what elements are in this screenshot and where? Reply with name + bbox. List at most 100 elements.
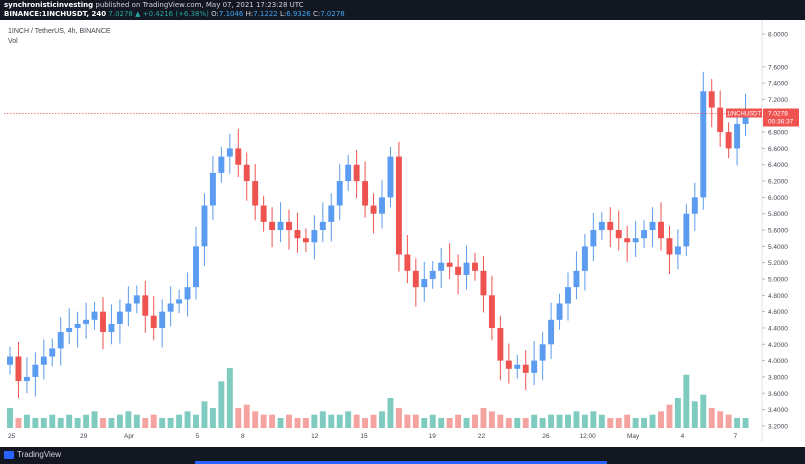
y-tick-label: 7.6000: [768, 64, 788, 71]
candle-body: [184, 287, 191, 300]
candle-body: [353, 164, 360, 182]
close-label: C:: [312, 10, 321, 18]
candle-body: [370, 205, 377, 214]
candle-body: [218, 156, 225, 173]
y-tick-label: 6.4000: [768, 162, 788, 169]
y-tick-label: 6.6000: [768, 146, 788, 153]
volume-bar: [252, 411, 259, 428]
x-tick-label: 15: [360, 433, 368, 440]
volume-bar: [201, 401, 208, 428]
candle-body: [700, 91, 707, 198]
y-tick-label: 3.4000: [768, 407, 788, 414]
tradingview-icon: [4, 450, 14, 459]
candle-body: [387, 156, 394, 198]
volume-bar: [336, 414, 343, 428]
candle-body: [404, 254, 411, 271]
price-tag-countdown: 00:36:37: [768, 119, 794, 126]
volume-bar: [691, 401, 698, 428]
candle-body: [235, 148, 242, 165]
candle-body: [286, 221, 292, 231]
volume-bar: [7, 408, 13, 428]
candle-body: [311, 230, 318, 243]
volume-bar: [23, 414, 30, 428]
candle-body: [167, 303, 174, 312]
volume-bar: [159, 418, 166, 428]
volume-bar: [235, 408, 242, 428]
y-tick-label: 5.4000: [768, 244, 788, 251]
volume-bar: [539, 418, 546, 428]
candle-body: [66, 327, 73, 333]
symbol-tag-label: 1INCHUSDT: [727, 112, 762, 118]
y-tick-label: 3.6000: [768, 391, 788, 398]
x-tick-label: 25: [8, 433, 16, 440]
volume-bar: [353, 414, 360, 428]
tradingview-logo[interactable]: TradingView: [4, 450, 61, 459]
y-tick-label: 3.8000: [768, 374, 788, 381]
candle-body: [328, 205, 335, 222]
volume-bar: [742, 418, 749, 428]
volume-bar: [57, 418, 64, 428]
candle-body: [666, 238, 673, 255]
price-tag-bg: [763, 108, 799, 127]
bottom-bar: TradingView: [0, 447, 805, 464]
candle-body: [438, 262, 445, 271]
volume-bar: [142, 418, 149, 428]
publisher-name[interactable]: synchronisticinvesting: [4, 1, 94, 9]
candle-body: [49, 348, 56, 357]
candle-body: [260, 205, 267, 222]
volume-bar: [108, 418, 115, 428]
y-tick-label: 6.0000: [768, 195, 788, 202]
volume-bar: [209, 408, 216, 428]
volume-bar: [573, 411, 580, 428]
candle-body: [480, 270, 487, 296]
y-tick-label: 4.0000: [768, 358, 788, 365]
ohlc-line: BINANCE:1INCHUSDT, 240 7.0278 ▲ +0.4216 …: [4, 10, 345, 18]
candle-body: [201, 205, 208, 247]
candle-body: [455, 266, 462, 275]
volume-bar: [302, 418, 309, 428]
volume-bar: [429, 414, 436, 428]
volume-bar: [319, 411, 326, 428]
volume-bar: [734, 418, 741, 428]
volume-bar: [66, 414, 73, 428]
candle-body: [23, 376, 30, 382]
price-chart[interactable]: 8.0000 7.6000 7.4000 7.2000 6.8000 6.6000 6.40…: [0, 20, 805, 442]
volume-bar: [700, 394, 707, 428]
symbol-label: BINANCE:1INCHUSDT, 240: [4, 10, 107, 18]
candle-body: [624, 238, 631, 243]
candle-body: [252, 181, 259, 206]
volume-bar: [514, 418, 521, 428]
volume-bar: [243, 404, 250, 428]
volume-bar: [658, 411, 664, 428]
candle-body: [395, 156, 402, 255]
candle-body: [150, 315, 157, 328]
candle-body: [446, 262, 453, 267]
volume-bar: [100, 418, 106, 428]
candle-body: [421, 279, 428, 288]
candle-body: [108, 323, 115, 333]
volume-bar: [294, 418, 301, 428]
candle-body: [429, 270, 436, 280]
candle-body: [277, 221, 284, 231]
candle-body: [7, 356, 13, 365]
y-tick-label: 6.2000: [768, 179, 788, 186]
volume-bar: [260, 414, 267, 428]
candle-body: [412, 270, 419, 288]
y-tick-label: 7.2000: [768, 97, 788, 104]
volume-bar: [167, 418, 174, 428]
candle-body: [598, 221, 605, 231]
candle-body: [100, 311, 106, 333]
high-label: H:: [245, 10, 254, 18]
candle-body: [514, 364, 521, 369]
volume-bar: [184, 411, 191, 428]
candle-body: [531, 360, 538, 373]
candle-body: [142, 295, 149, 316]
volume-bar: [446, 418, 453, 428]
candle-body: [725, 132, 732, 149]
candle-body: [116, 311, 123, 324]
candle-body: [472, 262, 478, 271]
x-tick-label: 7: [734, 433, 738, 440]
y-tick-label: 4.2000: [768, 342, 788, 349]
candle-body: [463, 262, 470, 275]
timeline-scrollbar[interactable]: [195, 461, 607, 464]
